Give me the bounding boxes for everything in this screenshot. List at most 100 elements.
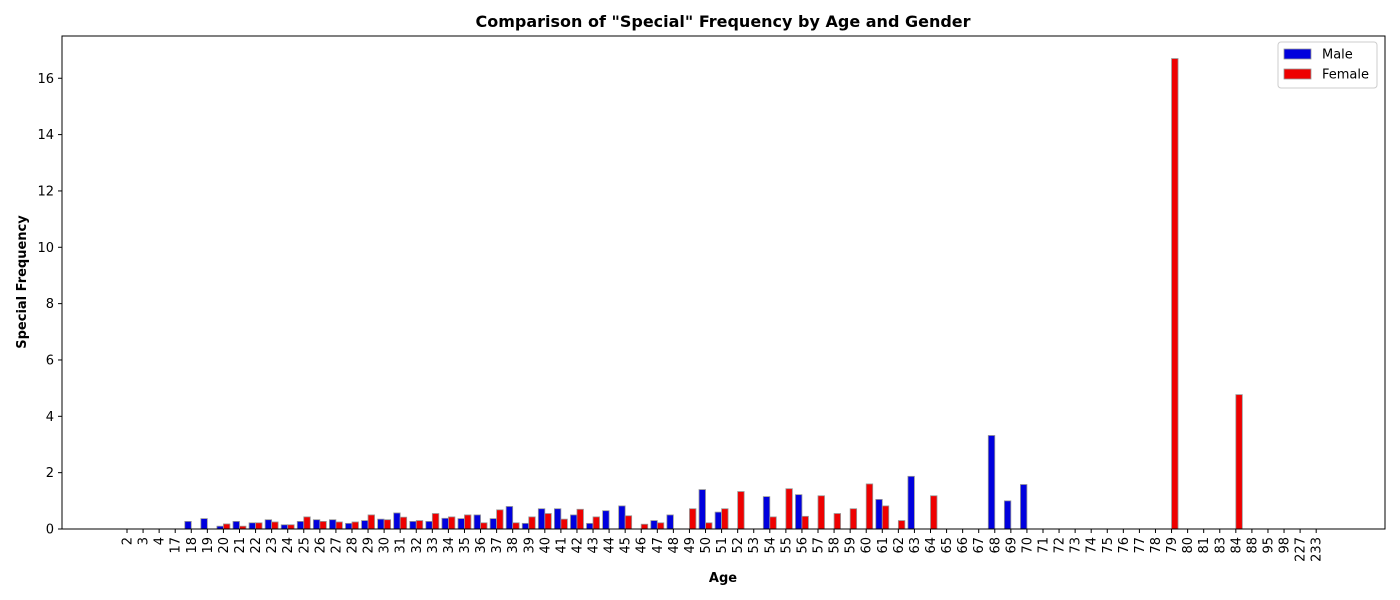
x-tick-label: 38	[506, 537, 521, 554]
plot-frame	[61, 35, 1386, 530]
bar-female-age-30	[383, 519, 392, 530]
legend-swatch-female	[1283, 68, 1312, 80]
bar-female-age-61	[881, 505, 890, 530]
bar-female-age-43	[592, 516, 600, 530]
x-tick-label: 50	[699, 537, 714, 554]
x-axis-label: Age	[709, 571, 737, 586]
x-tick-label: 60	[860, 537, 875, 554]
x-tick-label: 31	[394, 537, 409, 554]
x-tick-label: 59	[844, 537, 859, 554]
bar-male-age-50	[698, 489, 706, 530]
x-tick-label: 46	[635, 537, 650, 554]
bar-female-age-49	[689, 508, 697, 530]
x-tick-label: 26	[313, 537, 328, 554]
bar-female-age-59	[849, 508, 858, 530]
bar-female-age-36	[480, 522, 488, 530]
y-tick-label: 0	[46, 523, 54, 538]
bar-male-age-19	[200, 518, 208, 530]
bar-male-age-34	[441, 517, 449, 530]
x-tick-label: 88	[1245, 537, 1260, 554]
x-tick-label: 63	[908, 537, 923, 554]
x-tick-label: 62	[892, 537, 907, 554]
bar-female-age-39	[528, 516, 536, 530]
bar-female-age-38	[512, 522, 520, 530]
x-tick-label: 39	[522, 537, 537, 554]
y-tick-label: 2	[46, 466, 54, 481]
x-tick-label: 32	[410, 537, 425, 554]
bar-male-age-30	[377, 518, 385, 530]
x-tick-label: 54	[763, 537, 778, 554]
x-tick-label: 43	[587, 537, 602, 554]
x-tick-label: 52	[731, 537, 746, 554]
bar-female-age-28	[351, 521, 359, 530]
x-tick-label: 24	[281, 537, 296, 554]
x-tick-label: 18	[185, 537, 200, 554]
bar-male-age-26	[312, 519, 321, 530]
bar-male-age-43	[586, 522, 594, 530]
bar-male-age-18	[184, 520, 192, 530]
x-tick-label: 21	[233, 537, 248, 554]
y-tick-label: 16	[37, 72, 54, 87]
x-tick-label: 23	[265, 537, 280, 554]
legend-swatch-male	[1283, 48, 1312, 60]
bar-male-age-44	[602, 510, 610, 530]
bar-male-age-51	[714, 511, 722, 530]
bar-male-age-54	[762, 496, 771, 530]
y-axis-label: Special Frequency	[15, 215, 30, 349]
x-tick-label: 61	[876, 537, 891, 554]
bar-female-age-23	[271, 521, 279, 530]
x-tick-label: 47	[651, 537, 666, 554]
x-tick-label: 80	[1181, 537, 1196, 554]
x-tick-label: 79	[1165, 537, 1180, 554]
x-tick-label: 22	[249, 537, 264, 554]
bar-female-age-20	[223, 523, 231, 530]
bar-female-age-40	[544, 513, 552, 530]
x-tick-label: 4	[153, 537, 168, 545]
x-tick-label: 68	[988, 537, 1003, 554]
x-tick-label: 56	[795, 537, 810, 554]
x-tick-label: 66	[956, 537, 971, 554]
bar-female-age-29	[367, 514, 375, 530]
bar-female-age-54	[769, 516, 777, 530]
bar-male-age-31	[393, 512, 401, 530]
bar-male-age-61	[875, 499, 883, 530]
bar-male-age-33	[425, 520, 433, 530]
y-axis-ticks: 0 2 4 6 8 10 12 14 16	[37, 72, 62, 538]
bar-female-age-26	[319, 520, 327, 530]
x-axis-ticks: 2 3 4 17 18 19 20 21 22 23 24 25 26 27 28 29 30 31 32 33 34 3…	[121, 529, 1325, 562]
x-tick-label: 49	[683, 537, 698, 554]
bar-male-age-29	[361, 520, 369, 530]
bar-female-age-62	[897, 520, 906, 530]
bar-female-age-84	[1235, 394, 1243, 530]
x-tick-label: 37	[490, 537, 505, 554]
x-tick-label: 41	[554, 537, 569, 554]
bar-female-age-79	[1171, 58, 1179, 530]
y-tick-label: 4	[46, 410, 54, 425]
bar-female-age-50	[705, 522, 713, 530]
bar-male-age-38	[505, 506, 514, 530]
x-tick-label: 70	[1020, 537, 1035, 554]
bar-female-age-47	[656, 522, 665, 530]
x-tick-label: 25	[297, 537, 312, 554]
y-tick-label: 10	[37, 241, 54, 256]
bar-female-age-51	[721, 508, 729, 530]
x-tick-label: 33	[426, 537, 441, 554]
x-tick-label: 95	[1261, 537, 1276, 554]
x-tick-label: 77	[1133, 537, 1148, 554]
x-tick-label: 40	[538, 537, 553, 554]
x-tick-label: 74	[1085, 537, 1100, 554]
x-tick-label: 233	[1310, 537, 1325, 562]
legend-label-male: Male	[1322, 48, 1353, 63]
x-tick-label: 78	[1149, 537, 1164, 554]
bar-male-age-24	[280, 524, 289, 530]
bar-male-age-25	[296, 520, 305, 530]
legend-label-female: Female	[1322, 68, 1369, 83]
y-tick-label: 14	[37, 128, 54, 143]
bar-female-age-46	[640, 523, 649, 530]
bar-female-age-64	[930, 495, 938, 530]
bar-male-age-39	[521, 522, 530, 530]
x-tick-label: 53	[747, 537, 762, 554]
bar-female-age-25	[303, 516, 311, 530]
x-tick-label: 34	[442, 537, 457, 554]
